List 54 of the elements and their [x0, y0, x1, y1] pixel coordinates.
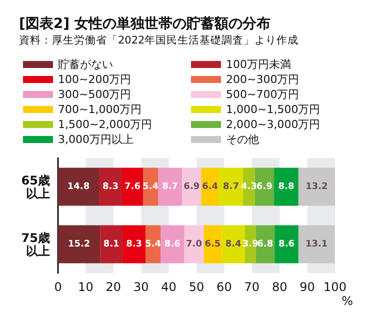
legend-label: 100~200万円 [58, 73, 132, 86]
data-label: 8.3 [126, 239, 142, 250]
data-label: 6.4 [202, 182, 218, 192]
x-tick-label: 30 [133, 280, 149, 294]
x-tick-label: 80 [272, 280, 288, 294]
x-tick-label: 0 [54, 280, 62, 294]
legend-label: 300~500万円 [58, 88, 132, 101]
data-label: 15.2 [68, 239, 90, 250]
data-label: 8.8 [278, 182, 294, 192]
data-label: 8.6 [278, 239, 294, 250]
legend-label: 3,000万円以上 [58, 133, 134, 146]
data-label: 3.9 [242, 239, 258, 250]
data-label: 14.8 [67, 182, 90, 192]
bar [244, 225, 256, 264]
data-label: 7.0 [186, 239, 202, 250]
x-tick-label: 100 [324, 280, 346, 294]
bar [201, 168, 219, 206]
x-tick-label: 70 [244, 280, 260, 294]
data-label: 7.6 [124, 182, 140, 192]
data-label: 13.2 [306, 182, 328, 192]
data-label: 4.3 [241, 182, 257, 192]
legend-label: 700~1,000万円 [58, 103, 142, 116]
x-tick-label: 40 [161, 280, 176, 294]
data-label: 8.1 [103, 239, 120, 250]
chart-title: [図表2] 女性の単独世帯の貯蓄額の分布 [19, 15, 270, 32]
data-label: 8.4 [225, 239, 242, 250]
data-label: 8.7 [223, 182, 239, 192]
x-tick-label: 90 [300, 280, 315, 294]
legend-label: 2,000~3,000万円 [226, 118, 320, 131]
legend-label: その他 [226, 133, 259, 146]
data-label: 6.5 [204, 239, 221, 250]
data-label: 6.9 [256, 182, 272, 192]
legend-label: 100万円未満 [226, 58, 291, 71]
x-axis-title: % [342, 294, 354, 308]
data-label: 6.8 [257, 239, 274, 250]
bar [243, 168, 255, 206]
legend-label: 500~700万円 [226, 88, 300, 101]
y-tick-label: 75歳以上 [21, 230, 50, 258]
data-label: 8.7 [162, 182, 178, 192]
x-tick-label: 50 [188, 280, 204, 294]
legend-label: 貯蓄がない [58, 58, 113, 71]
legend-label: 1,500~2,000万円 [58, 118, 152, 131]
data-label: 8.3 [102, 182, 118, 192]
chart-subtitle: 資料：厚生労働省「2022年国民生活基礎調査」より作成 [19, 34, 299, 46]
data-label: 6.9 [184, 182, 200, 192]
x-tick-label: 10 [78, 280, 94, 294]
data-label: 8.6 [164, 239, 180, 250]
x-tick-label: 20 [106, 280, 122, 294]
data-label: 13.1 [305, 239, 328, 250]
y-tick-label: 65歳以上 [21, 173, 50, 200]
bar [204, 225, 222, 264]
legend-label: 1,000~1,500万円 [226, 103, 320, 116]
legend-label: 200~300万円 [226, 73, 300, 86]
x-tick-label: 60 [216, 280, 232, 294]
